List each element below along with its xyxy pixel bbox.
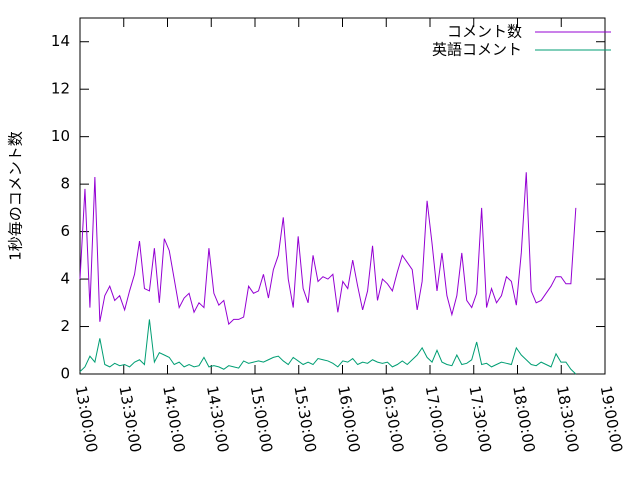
series-line <box>79 172 577 326</box>
x-tick-label: 14:30:00 <box>203 384 232 453</box>
y-tick-label: 14 <box>51 32 70 50</box>
legend-label: コメント数 <box>447 23 522 41</box>
y-tick-label: 4 <box>60 270 70 288</box>
y-tick-label: 6 <box>60 222 70 240</box>
y-tick-label: 8 <box>60 175 70 193</box>
series-line <box>79 319 577 375</box>
x-tick-label: 18:30:00 <box>553 384 582 453</box>
y-tick-label: 2 <box>60 317 70 335</box>
x-tick-label: 18:00:00 <box>509 384 538 453</box>
x-tick-label: 13:00:00 <box>72 384 101 453</box>
y-tick-label: 0 <box>60 365 70 383</box>
x-tick-label: 17:00:00 <box>422 384 451 453</box>
y-axis-label: 1秒毎のコメント数 <box>7 131 25 261</box>
x-tick-label: 16:00:00 <box>334 384 363 453</box>
x-tick-label: 13:30:00 <box>115 384 144 453</box>
legend-label: 英語コメント <box>432 41 522 59</box>
x-tick-label: 14:00:00 <box>159 384 188 453</box>
x-tick-label: 15:30:00 <box>290 384 319 453</box>
x-tick-label: 15:00:00 <box>247 384 276 453</box>
y-tick-label: 10 <box>51 127 70 145</box>
x-tick-label: 19:00:00 <box>597 384 626 453</box>
plot-frame <box>79 17 606 375</box>
x-tick-label: 16:30:00 <box>378 384 407 453</box>
y-tick-label: 12 <box>51 80 70 98</box>
x-tick-label: 17:30:00 <box>465 384 494 453</box>
